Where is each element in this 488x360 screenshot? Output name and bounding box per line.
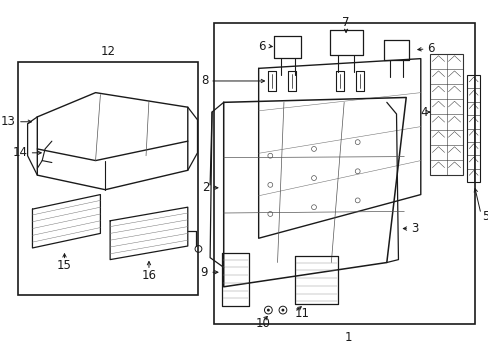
Text: 10: 10 [255,317,270,330]
Circle shape [266,309,269,311]
Text: 7: 7 [342,16,349,29]
Text: 11: 11 [294,307,309,320]
Text: 1: 1 [344,331,351,344]
Text: 9: 9 [200,266,208,279]
Text: 12: 12 [101,45,116,58]
Text: 2: 2 [201,181,209,194]
Bar [429,54,462,175]
Text: 13: 13 [1,115,16,128]
Bar [18,62,198,294]
Text: 14: 14 [13,146,27,159]
Text: 6: 6 [427,42,434,55]
Bar [214,23,474,324]
Text: 4: 4 [419,105,427,118]
Text: 15: 15 [57,259,72,272]
Circle shape [281,309,284,311]
Text: 6: 6 [258,40,265,53]
Text: 8: 8 [201,75,208,87]
Text: 16: 16 [141,269,156,282]
Text: 5: 5 [481,210,488,224]
Text: 3: 3 [410,222,418,235]
Bar [467,75,479,182]
